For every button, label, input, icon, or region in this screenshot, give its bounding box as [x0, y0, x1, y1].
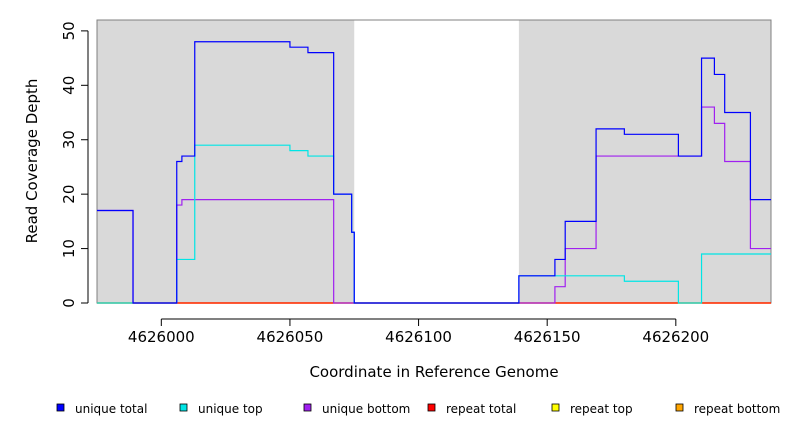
- series-line-unique-total: [97, 41, 771, 304]
- x-axis-title: Coordinate in Reference Genome: [309, 363, 558, 381]
- shaded-regions: [97, 20, 771, 303]
- x-tick-label: 4626000: [128, 328, 195, 346]
- legend-label-unique-top: unique top: [198, 402, 263, 416]
- axes: 4626000 4626050 4626100 4626150 4626200 0 10 20…: [60, 21, 709, 346]
- y-tick-label: 50: [60, 21, 78, 40]
- y-tick-label: 10: [60, 239, 78, 258]
- legend-label-repeat-top: repeat top: [570, 402, 633, 416]
- y-tick-label: 20: [60, 185, 78, 204]
- x-tick-label: 4626100: [385, 328, 452, 346]
- legend-label-unique-total: unique total: [75, 402, 147, 416]
- legend-label-repeat-bottom: repeat bottom: [694, 402, 780, 416]
- legend-swatch-unique-bottom: [303, 403, 312, 412]
- legend-label-repeat-total: repeat total: [446, 402, 516, 416]
- legend-swatch-unique-top: [179, 403, 188, 412]
- legend-swatch-repeat-bottom: [675, 403, 684, 412]
- x-tick-label: 4626200: [642, 328, 709, 346]
- y-tick-label: 0: [60, 298, 78, 308]
- series-lines: [97, 41, 771, 304]
- shaded-region-1: [97, 20, 355, 303]
- y-tick-label: 40: [60, 76, 78, 95]
- legend-swatch-repeat-top: [551, 403, 560, 412]
- x-tick-label: 4626150: [514, 328, 581, 346]
- x-tick-label: 4626050: [257, 328, 324, 346]
- legend: unique total unique top unique bottom repea…: [56, 402, 780, 416]
- y-axis-title: Read Coverage Depth: [23, 79, 41, 244]
- legend-label-unique-bottom: unique bottom: [322, 402, 410, 416]
- legend-swatch-repeat-total: [427, 403, 436, 412]
- y-tick-label: 30: [60, 130, 78, 149]
- legend-swatch-unique-total: [56, 403, 65, 412]
